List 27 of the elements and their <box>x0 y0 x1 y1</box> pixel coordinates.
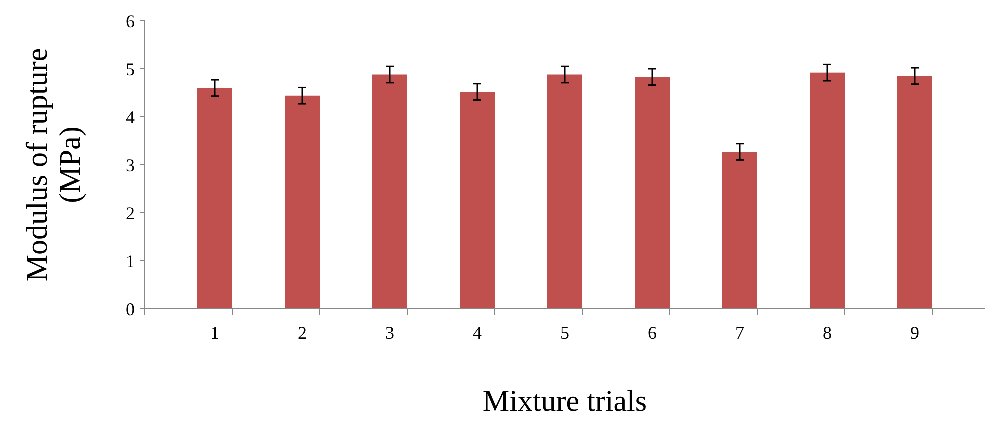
x-tick-label: 5 <box>560 323 570 343</box>
bar <box>635 77 670 309</box>
bar <box>810 72 845 309</box>
y-tick-label: 1 <box>126 251 135 272</box>
y-tick-label: 3 <box>126 155 135 176</box>
x-tick-label: 6 <box>648 323 657 343</box>
y-tick-label: 5 <box>126 59 135 80</box>
y-tick-label: 4 <box>126 107 135 128</box>
x-tick-label: 1 <box>210 323 220 343</box>
x-tick-label: 8 <box>823 323 832 343</box>
x-tick-label: 9 <box>910 323 920 343</box>
x-tick-label: 7 <box>736 323 744 343</box>
x-tick-label: 2 <box>298 323 307 343</box>
bar <box>372 74 408 309</box>
x-tick-label: 4 <box>473 323 482 343</box>
y-axis-title: Modulus of rupture (MPa) <box>21 48 87 282</box>
x-axis-title: Mixture trials <box>482 385 648 418</box>
bar <box>548 74 582 309</box>
bar <box>285 96 320 309</box>
bar <box>198 88 232 309</box>
x-tick-label: 3 <box>386 323 394 343</box>
bar <box>898 76 932 309</box>
bar <box>460 92 495 309</box>
y-tick-label: 6 <box>126 11 135 32</box>
y-tick-label: 0 <box>126 299 135 320</box>
y-tick-label: 2 <box>126 203 135 224</box>
bar <box>722 152 758 309</box>
